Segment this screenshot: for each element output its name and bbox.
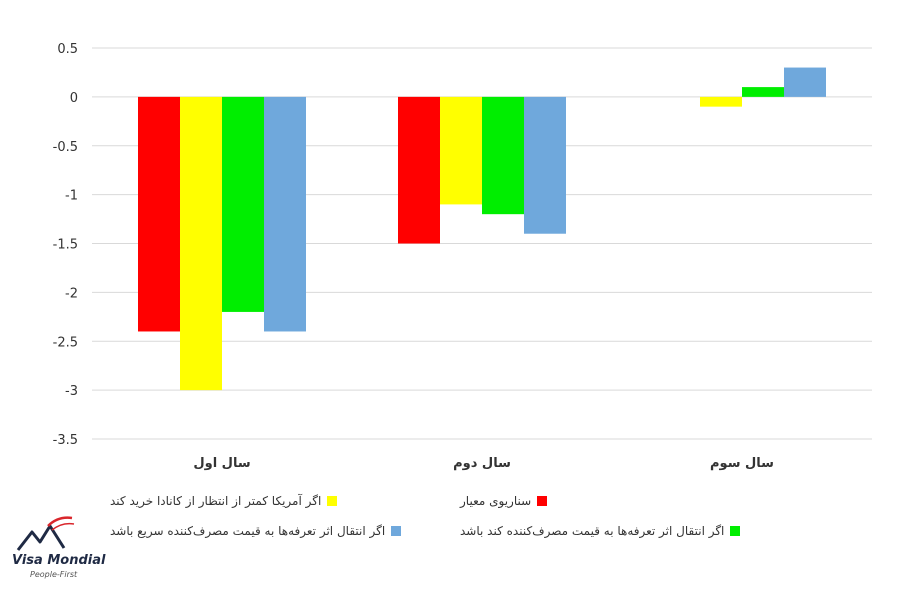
legend-swatch-1 bbox=[537, 496, 548, 506]
bar-1-2 bbox=[398, 96, 440, 244]
legend-swatch-4 bbox=[391, 526, 402, 536]
x-category-label: سال سوم bbox=[710, 456, 774, 471]
x-category-label: سال دوم bbox=[453, 456, 511, 471]
bars bbox=[138, 67, 826, 391]
legend: سناریوی معیار اگر آمریکا کمتر از انتظار … bbox=[110, 486, 830, 546]
legend-label-2: اگر آمریکا کمتر از انتظار از کانادا خرید… bbox=[110, 494, 322, 508]
legend-item-2: اگر آمریکا کمتر از انتظار از کانادا خرید… bbox=[110, 486, 460, 516]
bar-3-3 bbox=[742, 87, 784, 97]
legend-swatch-2 bbox=[327, 496, 338, 506]
y-tick-label: 0.5 bbox=[57, 42, 78, 57]
bar-4-3 bbox=[784, 67, 826, 97]
bar-2-3 bbox=[700, 96, 742, 107]
mountain-logo-icon bbox=[16, 516, 75, 551]
brand-tagline: People-First bbox=[30, 570, 78, 579]
bar-4-2 bbox=[524, 96, 566, 234]
y-tick-label: -2.5 bbox=[53, 335, 78, 350]
y-tick-label: -1.5 bbox=[53, 238, 78, 253]
y-tick-label: -0.5 bbox=[53, 140, 78, 155]
y-tick-label: -2 bbox=[65, 286, 78, 301]
bar-2-1 bbox=[180, 96, 222, 391]
legend-label-4: اگر انتقال اثر تعرفه‌ها به قیمت مصرف‌کنن… bbox=[110, 524, 386, 538]
legend-item-3: اگر انتقال اثر تعرفه‌ها به قیمت مصرف‌کنن… bbox=[460, 516, 830, 546]
bar-2-2 bbox=[440, 96, 482, 205]
x-axis-categories: سال اول سال دوم سال سوم bbox=[193, 456, 774, 471]
legend-item-4: اگر انتقال اثر تعرفه‌ها به قیمت مصرف‌کنن… bbox=[110, 516, 460, 546]
x-category-label: سال اول bbox=[193, 456, 250, 471]
y-tick-label: -3.5 bbox=[53, 433, 78, 448]
brand-name: Visa Mondial bbox=[12, 553, 106, 568]
y-axis-ticks: 0.5 0 -0.5 -1 -1.5 -2 -2.5 -3 -3.5 bbox=[53, 42, 78, 448]
y-tick-label: -1 bbox=[65, 189, 78, 204]
bar-1-1 bbox=[138, 96, 180, 332]
y-tick-label: 0 bbox=[70, 91, 78, 106]
bar-4-1 bbox=[264, 96, 306, 332]
bar-3-2 bbox=[482, 96, 524, 215]
legend-item-1: سناریوی معیار bbox=[460, 486, 830, 516]
legend-swatch-3 bbox=[730, 526, 741, 536]
legend-label-3: اگر انتقال اثر تعرفه‌ها به قیمت مصرف‌کنن… bbox=[460, 524, 725, 538]
bar-3-1 bbox=[222, 96, 264, 312]
legend-label-1: سناریوی معیار bbox=[460, 494, 532, 508]
y-tick-label: -3 bbox=[65, 384, 78, 399]
